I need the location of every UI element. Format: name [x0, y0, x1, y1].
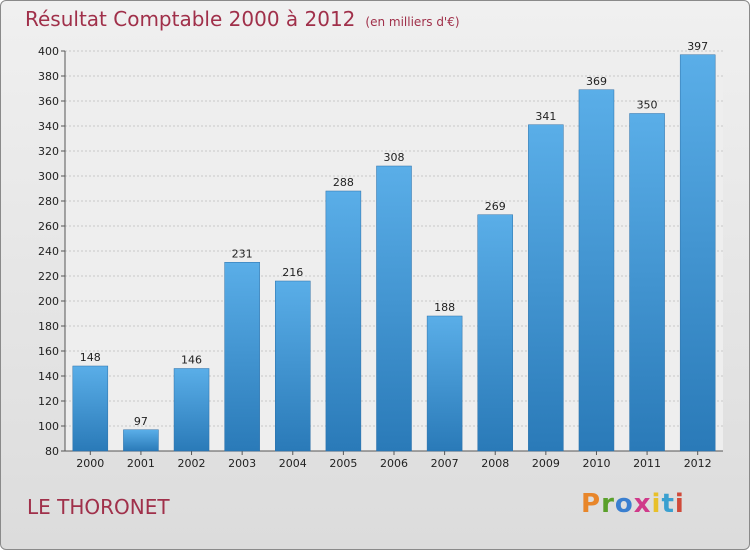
y-tick-label: 180 — [38, 320, 59, 333]
proxiti-logo[interactable]: Proxiti — [581, 489, 685, 519]
x-tick-label-2008: 2008 — [481, 457, 509, 470]
bar-2007 — [426, 315, 463, 452]
logo-letter: i — [651, 489, 662, 519]
value-label-2002: 146 — [181, 354, 202, 367]
x-tick-label-2012: 2012 — [684, 457, 712, 470]
logo-letter: i — [674, 489, 685, 519]
y-tick-label: 120 — [38, 395, 59, 408]
chart-title: Résultat Comptable 2000 à 2012 (en millie… — [25, 7, 460, 31]
y-tick-label: 80 — [45, 445, 59, 458]
x-tick-label-2007: 2007 — [431, 457, 459, 470]
bar-2011 — [629, 113, 665, 452]
logo-letter: t — [661, 489, 675, 519]
bar-2010 — [578, 89, 615, 452]
y-tick-label: 160 — [38, 345, 59, 358]
x-tick-label-2005: 2005 — [329, 457, 357, 470]
y-tick-label: 360 — [38, 95, 59, 108]
y-tick-label: 260 — [38, 220, 59, 233]
x-tick-label-2009: 2009 — [532, 457, 560, 470]
y-tick-label: 200 — [38, 295, 59, 308]
value-label-2003: 231 — [232, 247, 253, 260]
y-tick-label: 220 — [38, 270, 59, 283]
commune-name: LE THORONET — [27, 495, 170, 519]
bar-2005 — [325, 190, 362, 452]
y-tick-label: 320 — [38, 145, 59, 158]
value-label-2009: 341 — [535, 110, 556, 123]
value-label-2007: 188 — [434, 301, 455, 314]
y-tick-label: 340 — [38, 120, 59, 133]
logo-letter: o — [614, 489, 634, 519]
y-tick-label: 380 — [38, 70, 59, 83]
value-label-2006: 308 — [384, 151, 405, 164]
bar-2009 — [528, 124, 564, 452]
x-tick-label-2001: 2001 — [127, 457, 155, 470]
bar-2012 — [679, 54, 716, 452]
y-tick-label: 240 — [38, 245, 59, 258]
x-tick-label-2004: 2004 — [279, 457, 307, 470]
chart-subtitle: (en milliers d'€) — [365, 15, 460, 29]
bar-2001 — [123, 429, 159, 452]
labels: 80 100 120 140 160 180 200 220 240 260 280 300 320 34… — [38, 40, 712, 470]
y-tick-label: 100 — [38, 420, 59, 433]
bar-2003 — [224, 262, 260, 452]
logo-letter: x — [633, 489, 652, 519]
x-tick-label-2010: 2010 — [582, 457, 610, 470]
bar-2008 — [477, 214, 513, 452]
x-tick-label-2011: 2011 — [633, 457, 661, 470]
value-label-2012: 397 — [687, 40, 708, 53]
x-tick-label-2000: 2000 — [76, 457, 104, 470]
chart-title-text: Résultat Comptable 2000 à 2012 — [25, 7, 356, 31]
bar-2000 — [72, 365, 109, 452]
bar-2002 — [173, 368, 210, 452]
value-label-2000: 148 — [80, 351, 101, 364]
bar-2006 — [376, 165, 412, 452]
logo-letter: r — [601, 489, 615, 519]
value-label-2001: 97 — [134, 415, 148, 428]
x-tick-label-2003: 2003 — [228, 457, 256, 470]
bars — [72, 54, 716, 452]
value-label-2010: 369 — [586, 75, 607, 88]
x-tick-label-2002: 2002 — [178, 457, 206, 470]
value-label-2008: 269 — [485, 200, 506, 213]
x-tick-label-2006: 2006 — [380, 457, 408, 470]
value-label-2004: 216 — [282, 266, 303, 279]
y-tick-label: 280 — [38, 195, 59, 208]
value-label-2011: 350 — [637, 99, 658, 112]
y-tick-label: 300 — [38, 170, 59, 183]
y-tick-label: 140 — [38, 370, 59, 383]
logo-letter: P — [581, 489, 602, 519]
y-tick-label: 400 — [38, 45, 59, 58]
value-label-2005: 288 — [333, 176, 354, 189]
bar-2004 — [275, 280, 311, 452]
